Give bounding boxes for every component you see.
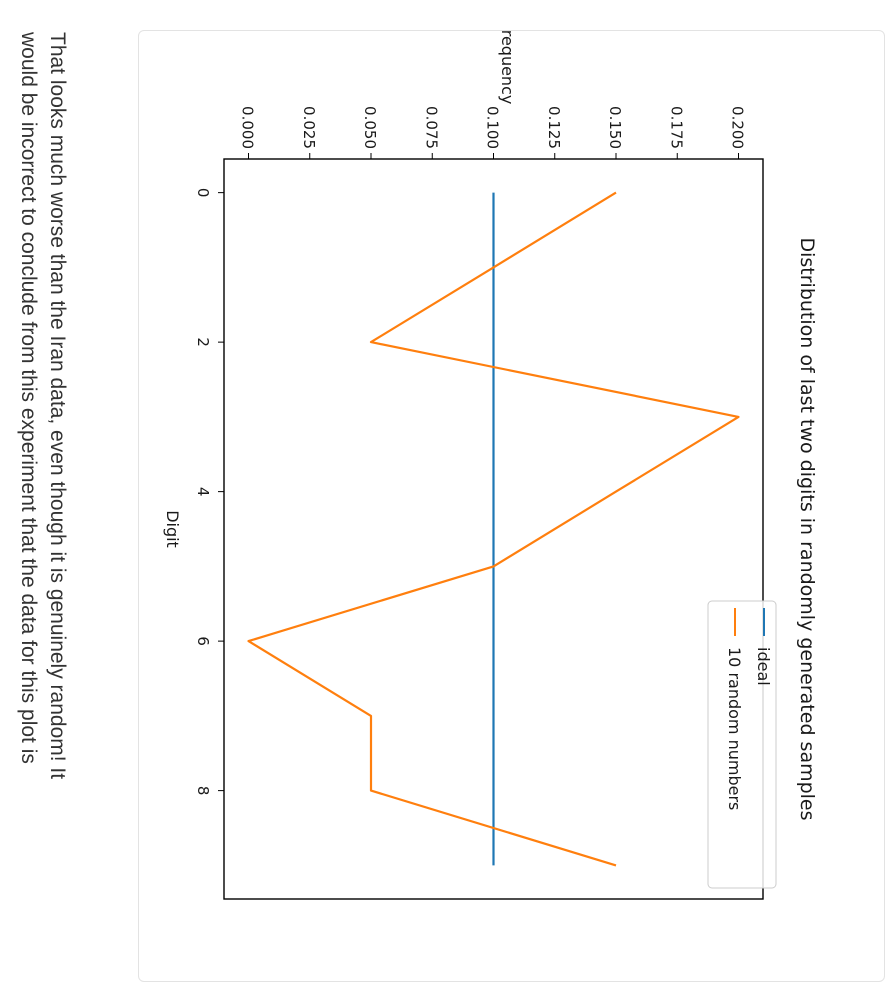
y-tick-label: 0.150 <box>606 106 624 149</box>
legend-box <box>707 600 777 889</box>
y-axis-label: Frequency <box>498 31 517 104</box>
y-tick-label: 0.200 <box>729 106 747 149</box>
line-chart: 0 2 4 6 8 0.000 0.025 0.050 0.075 0.100 0.125 0.150… <box>163 31 818 900</box>
series-layer <box>247 191 740 867</box>
x-tick-label: 6 <box>194 636 212 646</box>
y-tick-label: 0.175 <box>667 106 685 149</box>
x-tick-label: 4 <box>194 487 212 497</box>
y-tick-label: 0.025 <box>300 106 318 149</box>
y-tick-label: 0.050 <box>361 106 379 149</box>
plot-frame <box>223 158 764 900</box>
paragraph-line-2: would be incorrect to conclude from this… <box>17 32 40 764</box>
tick-layer: 0 2 4 6 8 0.000 0.025 0.050 0.075 0.100 0.125 0.150… <box>194 106 747 795</box>
y-tick-label: 0.000 <box>239 106 257 149</box>
paragraph-line-1: That looks much worse than the Iran data… <box>46 32 69 780</box>
x-tick-label: 8 <box>194 786 212 796</box>
x-axis-label: Digit <box>163 510 182 548</box>
series-line-random <box>247 191 740 867</box>
legend-label-random: 10 random numbers <box>725 647 744 810</box>
x-tick-label: 2 <box>194 337 212 347</box>
legend: ideal 10 random numbers <box>707 600 777 889</box>
chart-card: 0 2 4 6 8 0.000 0.025 0.050 0.075 0.100 0.125 0.150… <box>138 30 885 982</box>
chart-title: Distribution of last two digits in rando… <box>796 237 818 820</box>
y-tick-label: 0.075 <box>422 106 440 149</box>
x-tick-label: 0 <box>194 188 212 198</box>
explanation-paragraph: That looks much worse than the Iran data… <box>14 32 72 962</box>
legend-label-ideal: ideal <box>754 647 773 686</box>
y-tick-label: 0.125 <box>545 106 563 149</box>
y-tick-label: 0.100 <box>484 106 502 149</box>
